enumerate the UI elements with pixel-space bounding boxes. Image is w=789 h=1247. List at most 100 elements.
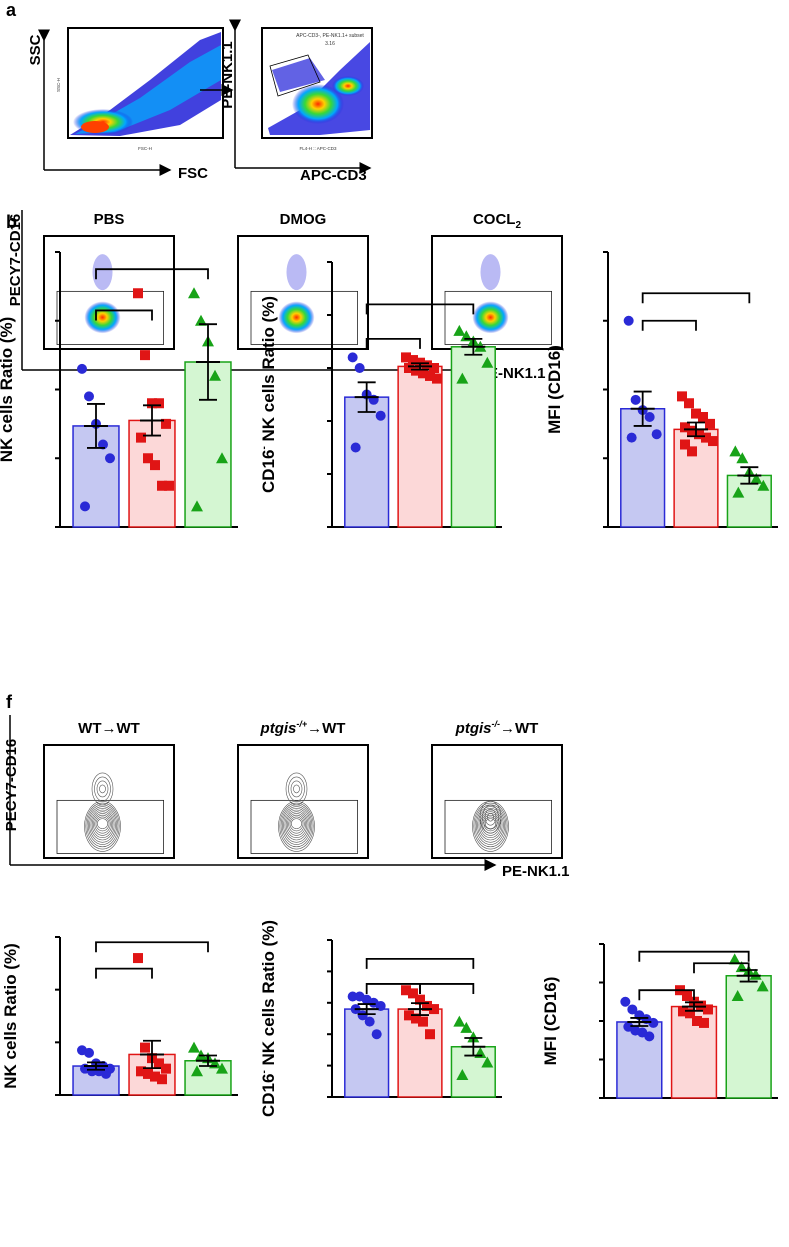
- panel-a-scatter-cd3-nk11: PE-NK1.1 APC-CD3 APC-CD3-, PE-NK1.1+ sub…: [219, 19, 373, 184]
- panel-f-axes: PECY7-CD16 PE-NK1.1: [3, 715, 570, 880]
- chart-panel-d: CD16- NK cells Ratio (%): [259, 261, 502, 528]
- chart-c-point: [157, 480, 167, 491]
- panel_f-plot-frame: [431, 744, 563, 859]
- chart-e-point: [623, 315, 634, 326]
- chart-i-point: [699, 1017, 709, 1028]
- chart-d-point: [418, 368, 428, 379]
- chart-e-point: [691, 408, 701, 419]
- plot-title-main: →WT: [307, 720, 345, 737]
- chart-i-point: [749, 968, 762, 980]
- chart-g-point: [143, 1068, 153, 1079]
- chart-panel-i: MFI (CD16): [541, 943, 778, 1099]
- panel_b-plot-title: COCL2: [473, 211, 522, 231]
- panel_f-contour-line: [293, 784, 300, 794]
- chart-i-sig-bracket: [638, 950, 750, 962]
- panel-letter-a: a: [6, 0, 17, 20]
- chart-e-point: [705, 418, 715, 429]
- panel_f-contour-line: [477, 807, 504, 843]
- chart-h-point: [408, 988, 418, 999]
- panel_f-contour-line: [288, 776, 305, 802]
- chart-e-point: [687, 425, 697, 436]
- chart-c-point: [80, 501, 90, 512]
- panel_b-main-population: [472, 301, 509, 334]
- panel_b-gate-box: [56, 290, 164, 345]
- panel_f-contour-line: [90, 809, 115, 841]
- chart-e-point: [644, 412, 655, 422]
- chart-h-ylabel: CD16- NK cells Ratio (%): [259, 920, 278, 1117]
- chart-c-point: [84, 391, 94, 402]
- panel_f-contour-line: [84, 801, 121, 852]
- chart-i-point: [703, 1004, 713, 1015]
- panel_f-contour-line: [478, 809, 503, 841]
- chart-h-point: [404, 1010, 414, 1021]
- chart-d-sig-bracket: [365, 303, 475, 315]
- chart-e-sig-bracket: [641, 319, 697, 331]
- chart-e-point: [757, 479, 770, 491]
- panel_f-contour-line: [94, 814, 111, 834]
- chart-c-point: [188, 287, 200, 299]
- chart-d-bar: [397, 365, 443, 528]
- plot-title-main: COCL: [473, 211, 516, 228]
- ylabel-main: CD16: [259, 1074, 278, 1117]
- chart-h-point: [371, 1029, 382, 1040]
- chart-i-point: [728, 953, 741, 965]
- chart-g-point: [157, 1074, 167, 1085]
- chart-d-point: [429, 363, 439, 373]
- chart-e-point: [729, 445, 742, 457]
- panel_b-gate-box: [250, 290, 358, 345]
- chart-d-point: [453, 324, 466, 336]
- chart-d-point: [350, 442, 361, 453]
- chart-panel-e: MFI (CD16): [545, 251, 778, 528]
- chart-d-point: [354, 363, 365, 373]
- chart-g-point: [101, 1068, 111, 1079]
- panel-a-ssc-inner: SSC-H: [56, 78, 61, 92]
- panel_b-upper-population: [286, 254, 307, 291]
- panel_f-contour-line: [89, 807, 116, 843]
- chart-g-ylabel: NK cells Ratio (%): [1, 943, 20, 1088]
- chart-d-sig-bracket: [365, 337, 421, 349]
- chart-h-point: [481, 1056, 494, 1068]
- panel_f-contour-line: [482, 804, 499, 830]
- panel_b-main-population: [278, 301, 315, 334]
- chart-c-sig-bracket: [95, 268, 209, 280]
- panel_b-upper-population: [92, 254, 113, 291]
- panel-a-ssc-label: SSC: [27, 34, 44, 65]
- chart-c-bar: [184, 361, 232, 528]
- chart-h-point: [347, 991, 358, 1002]
- panel_f-contour-line: [476, 806, 505, 845]
- panel-a-cd3-label: APC-CD3: [300, 167, 367, 184]
- chart-h-point: [456, 1069, 469, 1081]
- chart-e-point: [701, 432, 711, 443]
- chart-d-point: [347, 352, 358, 363]
- panel_f-contour-line: [484, 808, 497, 826]
- plot-title-sup: -/+: [296, 719, 307, 729]
- plot-title-main: WT→WT: [78, 720, 140, 737]
- chart-panel-h: CD16- NK cells Ratio (%): [259, 920, 502, 1117]
- chart-e-bar: [620, 408, 666, 528]
- panel_f-contour-line: [287, 813, 306, 836]
- panel-a-gate-value: 3.16: [325, 41, 335, 47]
- chart-e-point: [708, 436, 718, 447]
- panel_b-plot-title: DMOG: [280, 211, 327, 228]
- panel_f-plot-title: ptgis-/+→WT: [260, 719, 346, 737]
- chart-d-point: [432, 373, 442, 384]
- chart-e-point: [630, 394, 641, 405]
- chart-c-point: [164, 480, 174, 491]
- panel_f-contour-line: [484, 818, 497, 829]
- chart-i-point: [644, 1031, 655, 1042]
- ylabel-sup: -: [259, 1070, 270, 1073]
- panel_f-contour-line: [285, 811, 308, 839]
- panel-f-y-label: PECY7-CD16: [3, 739, 20, 832]
- panel_f-contour-line: [282, 806, 311, 845]
- chart-e-point: [694, 429, 704, 440]
- chart-g-sig-bracket: [95, 941, 209, 953]
- plot-title-gene: ptgis: [260, 720, 297, 737]
- panel_f-contour-line: [284, 809, 309, 841]
- chart-c-point: [133, 288, 143, 299]
- chart-e-point: [680, 439, 690, 450]
- chart-i-sig-bracket: [693, 962, 750, 974]
- chart-g-point: [140, 1042, 150, 1053]
- panel_f-contour-line: [94, 776, 111, 802]
- chart-i-point: [627, 1004, 638, 1015]
- panel_f-contour-line: [473, 802, 508, 850]
